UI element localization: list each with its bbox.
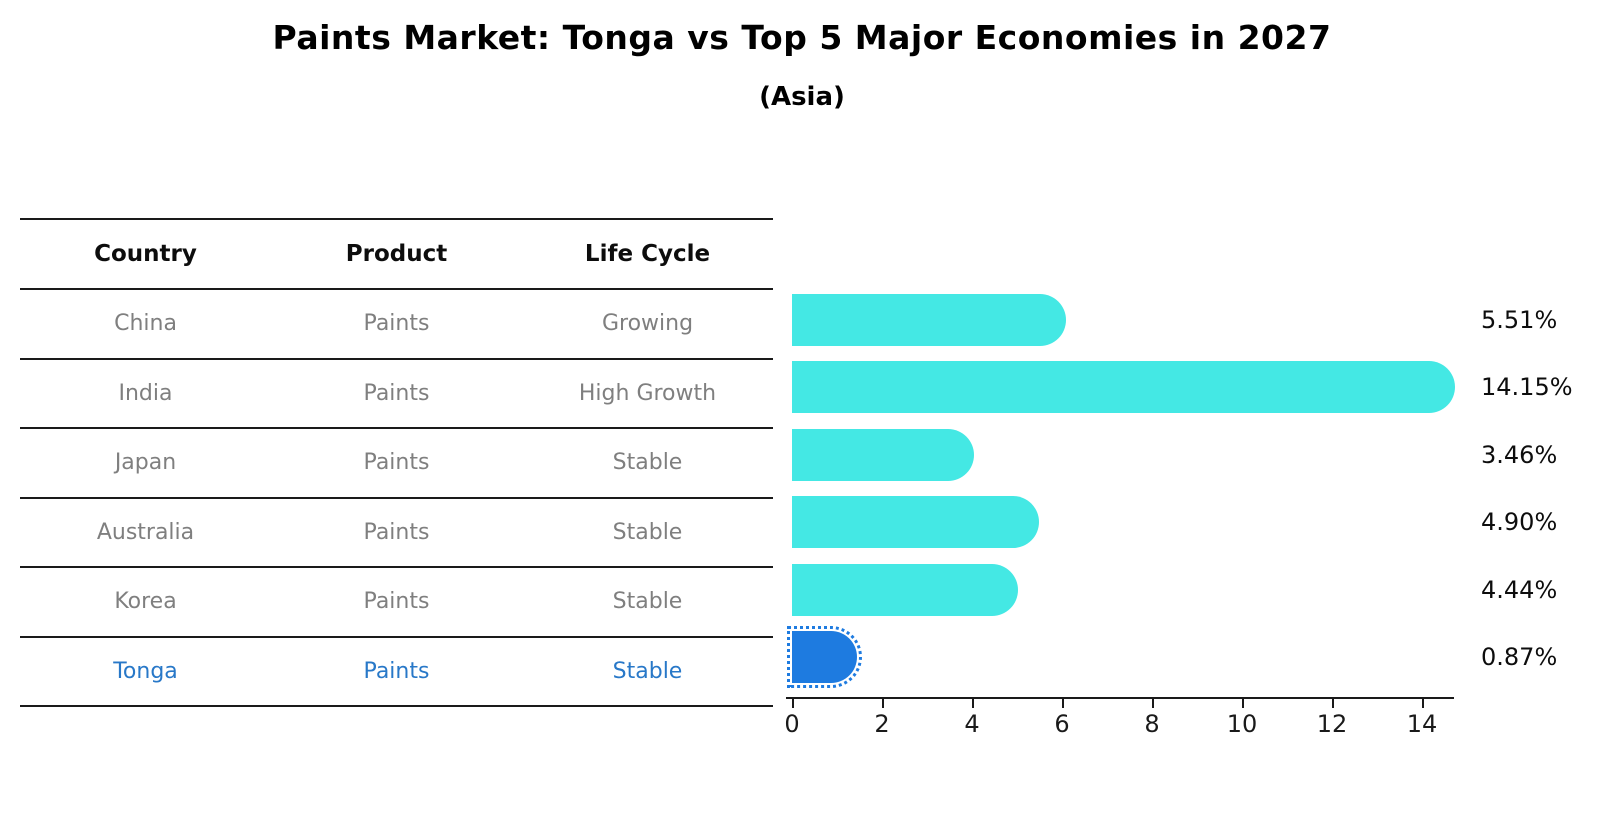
x-axis-tick (1242, 699, 1244, 708)
bar-chart-plot-area (786, 286, 1492, 692)
column-header-product: Product (345, 241, 448, 267)
life-cycle-cell: High Growth (578, 380, 717, 406)
chart-title: Paints Market: Tonga vs Top 5 Major Econ… (272, 18, 1332, 57)
bar-australia (792, 496, 1039, 549)
x-axis-tick (1152, 699, 1154, 708)
table-row: Australia Paints Stable (20, 499, 773, 568)
x-axis-spine (786, 697, 1454, 699)
chart-subtitle: (Asia) (759, 82, 845, 112)
product-cell: Paints (363, 658, 430, 684)
country-cell: Korea (114, 589, 177, 615)
product-cell: Paints (363, 311, 430, 337)
country-cell: Japan (114, 450, 177, 476)
bar-japan (792, 428, 974, 481)
x-axis-tick-label: 0 (784, 710, 800, 738)
comparison-table: Country Product Life Cycle China Paints … (20, 218, 773, 707)
x-axis-tick (1332, 699, 1334, 708)
table-row: Korea Paints Stable (20, 568, 773, 638)
x-axis-tick-label: 8 (1144, 710, 1160, 738)
life-cycle-cell: Stable (612, 658, 683, 684)
table-row-tonga: Tonga Paints Stable (20, 638, 773, 707)
bar-korea (792, 563, 1018, 616)
bar-row (792, 489, 1492, 557)
table-row: Japan Paints Stable (20, 429, 773, 499)
x-axis-tick (1422, 699, 1424, 708)
x-axis-tick (792, 699, 794, 708)
bar-china (792, 293, 1066, 346)
bar-row (792, 556, 1492, 624)
x-axis-tick-label: 10 (1226, 710, 1258, 738)
x-axis-tick (972, 699, 974, 708)
bar-row (792, 421, 1492, 489)
column-header-country: Country (94, 241, 197, 267)
country-cell: China (114, 311, 177, 337)
product-cell: Paints (363, 589, 430, 615)
x-axis: 0 2 4 6 8 10 12 14 (784, 697, 1458, 747)
x-axis-tick-label: 4 (964, 710, 980, 738)
bar-row (786, 624, 1492, 692)
column-header-life-cycle: Life Cycle (584, 241, 711, 267)
product-cell: Paints (363, 380, 430, 406)
country-cell: Australia (96, 519, 195, 545)
bar-value-label: 0.87% (1481, 643, 1558, 672)
x-axis-tick-label: 14 (1406, 710, 1438, 738)
table-row: India Paints High Growth (20, 360, 773, 429)
x-axis-tick-label: 12 (1316, 710, 1348, 738)
product-cell: Paints (363, 519, 430, 545)
x-axis-tick (882, 699, 884, 708)
bar-row (792, 354, 1492, 422)
country-cell: India (118, 380, 173, 406)
bar-value-label: 14.15% (1481, 373, 1573, 402)
x-axis-tick (1062, 699, 1064, 708)
table-row: China Paints Growing (20, 290, 773, 360)
bar-value-label: 4.44% (1481, 575, 1558, 604)
life-cycle-cell: Growing (601, 311, 694, 337)
bar-value-label: 3.46% (1481, 440, 1558, 469)
country-cell: Tonga (113, 658, 178, 684)
table-header-row: Country Product Life Cycle (20, 220, 773, 290)
bar-value-label: 5.51% (1481, 305, 1558, 334)
x-axis-tick-label: 2 (874, 710, 890, 738)
bar-row (792, 286, 1492, 354)
bar-india (792, 361, 1455, 414)
life-cycle-cell: Stable (612, 450, 683, 476)
bar-tonga (786, 626, 863, 689)
bar-value-label: 4.90% (1481, 508, 1558, 537)
life-cycle-cell: Stable (612, 519, 683, 545)
x-axis-tick-label: 6 (1054, 710, 1070, 738)
product-cell: Paints (363, 450, 430, 476)
life-cycle-cell: Stable (612, 589, 683, 615)
